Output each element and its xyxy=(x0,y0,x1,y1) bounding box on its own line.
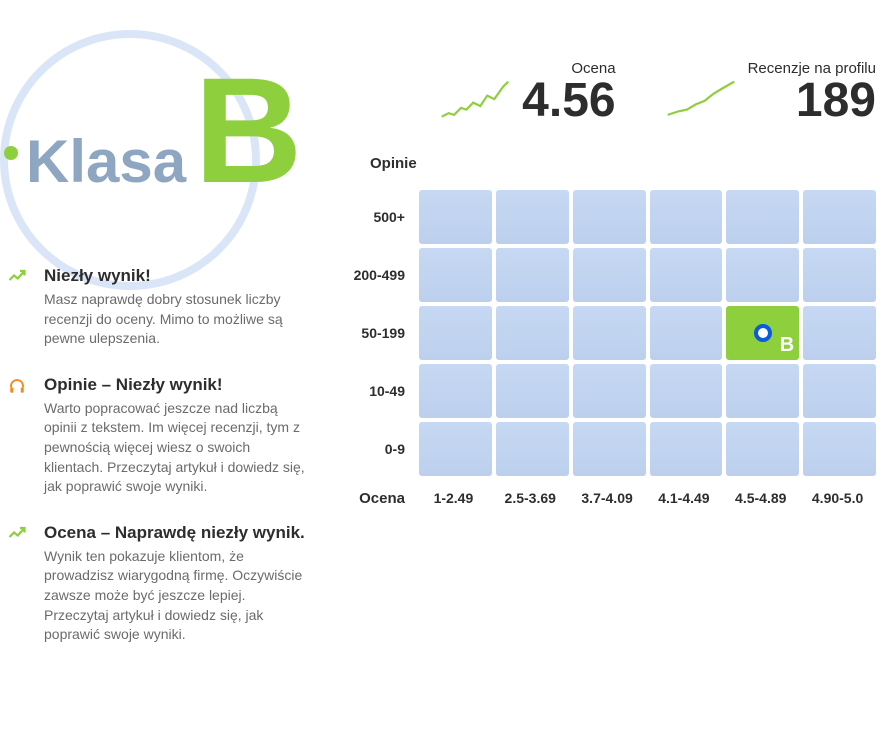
matrix-cell xyxy=(496,364,569,418)
matrix-cell xyxy=(573,422,646,476)
matrix-cell xyxy=(803,248,876,302)
matrix-cell xyxy=(650,422,723,476)
active-marker xyxy=(754,324,772,342)
stat-reviews: Recenzje na profilu 189 xyxy=(666,60,876,125)
matrix-row-label: 0-9 xyxy=(330,441,415,457)
matrix-cell xyxy=(419,422,492,476)
matrix-grid: 500+ 200-499 50-199 B 10-49 0-9 xyxy=(330,190,876,476)
matrix-cell xyxy=(419,364,492,418)
tips-list: Niezły wynik! Masz naprawdę dobry stosun… xyxy=(0,266,310,645)
matrix-cell xyxy=(496,306,569,360)
grade-badge: Klasa B xyxy=(0,20,310,196)
matrix-col-label: 3.7-4.09 xyxy=(569,490,646,507)
matrix-cell xyxy=(496,190,569,244)
active-letter: B xyxy=(780,334,794,357)
badge-letter: B xyxy=(194,70,302,190)
matrix-y-title: Opinie xyxy=(370,155,876,172)
matrix-row-label: 10-49 xyxy=(330,383,415,399)
matrix-x-labels: Ocena1-2.492.5-3.693.7-4.094.1-4.494.5-4… xyxy=(330,490,876,507)
matrix-cell xyxy=(803,306,876,360)
matrix-row-label: 50-199 xyxy=(330,325,415,341)
matrix-cell xyxy=(650,248,723,302)
matrix-cell xyxy=(726,422,799,476)
matrix-cell xyxy=(803,364,876,418)
matrix-cell xyxy=(726,248,799,302)
left-column: Klasa B Niezły wynik! Masz naprawdę dobr… xyxy=(0,20,330,671)
tip-body: Wynik ten pokazuje klientom, że prowadzi… xyxy=(44,547,310,645)
tip-title: Niezły wynik! xyxy=(44,266,310,286)
matrix-cell xyxy=(650,306,723,360)
matrix-cell xyxy=(496,422,569,476)
matrix-col-label: 4.1-4.49 xyxy=(646,490,723,507)
matrix-cell xyxy=(419,190,492,244)
headphones-icon xyxy=(8,377,26,395)
matrix-row-label: 200-499 xyxy=(330,267,415,283)
matrix-cell xyxy=(573,306,646,360)
matrix-cell xyxy=(726,190,799,244)
matrix-col-label: 2.5-3.69 xyxy=(492,490,569,507)
matrix-cell xyxy=(803,190,876,244)
trend-up-icon xyxy=(8,268,26,286)
matrix-cell xyxy=(419,306,492,360)
sparkline-icon xyxy=(666,75,736,125)
stat-value: 4.56 xyxy=(522,77,615,125)
badge-label: Klasa xyxy=(26,127,186,196)
matrix-col-label: 4.90-5.0 xyxy=(799,490,876,507)
matrix-cell xyxy=(419,248,492,302)
stat-value: 189 xyxy=(748,77,876,125)
tip-item: Niezły wynik! Masz naprawdę dobry stosun… xyxy=(44,266,310,349)
matrix-cell xyxy=(573,248,646,302)
matrix-cell xyxy=(650,364,723,418)
tip-item: Opinie – Niezły wynik! Warto popracować … xyxy=(44,375,310,497)
tip-title: Opinie – Niezły wynik! xyxy=(44,375,310,395)
badge-dot xyxy=(4,146,18,160)
stats-row: Ocena 4.56 Recenzje na profilu 189 xyxy=(330,60,896,125)
matrix-col-label: 4.5-4.89 xyxy=(722,490,799,507)
tip-item: Ocena – Naprawdę niezły wynik. Wynik ten… xyxy=(44,523,310,645)
matrix-container: Opinie 500+ 200-499 50-199 B 10-49 0-9 Ocena1… xyxy=(330,155,896,507)
matrix-cell: B xyxy=(726,306,799,360)
tip-body: Warto popracować jeszcze nad liczbą opin… xyxy=(44,399,310,497)
tip-title: Ocena – Naprawdę niezły wynik. xyxy=(44,523,310,543)
matrix-cell xyxy=(726,364,799,418)
tip-body: Masz naprawdę dobry stosunek liczby rece… xyxy=(44,290,310,349)
matrix-x-title: Ocena xyxy=(330,490,415,507)
sparkline-icon xyxy=(440,75,510,125)
matrix-cell xyxy=(803,422,876,476)
matrix-row-label: 500+ xyxy=(330,209,415,225)
matrix-col-label: 1-2.49 xyxy=(415,490,492,507)
matrix-cell xyxy=(650,190,723,244)
right-column: Ocena 4.56 Recenzje na profilu 189 Opini… xyxy=(330,20,896,671)
trend-up-icon xyxy=(8,525,26,543)
stat-score: Ocena 4.56 xyxy=(440,60,615,125)
matrix-cell xyxy=(573,190,646,244)
matrix-cell xyxy=(573,364,646,418)
matrix-cell xyxy=(496,248,569,302)
